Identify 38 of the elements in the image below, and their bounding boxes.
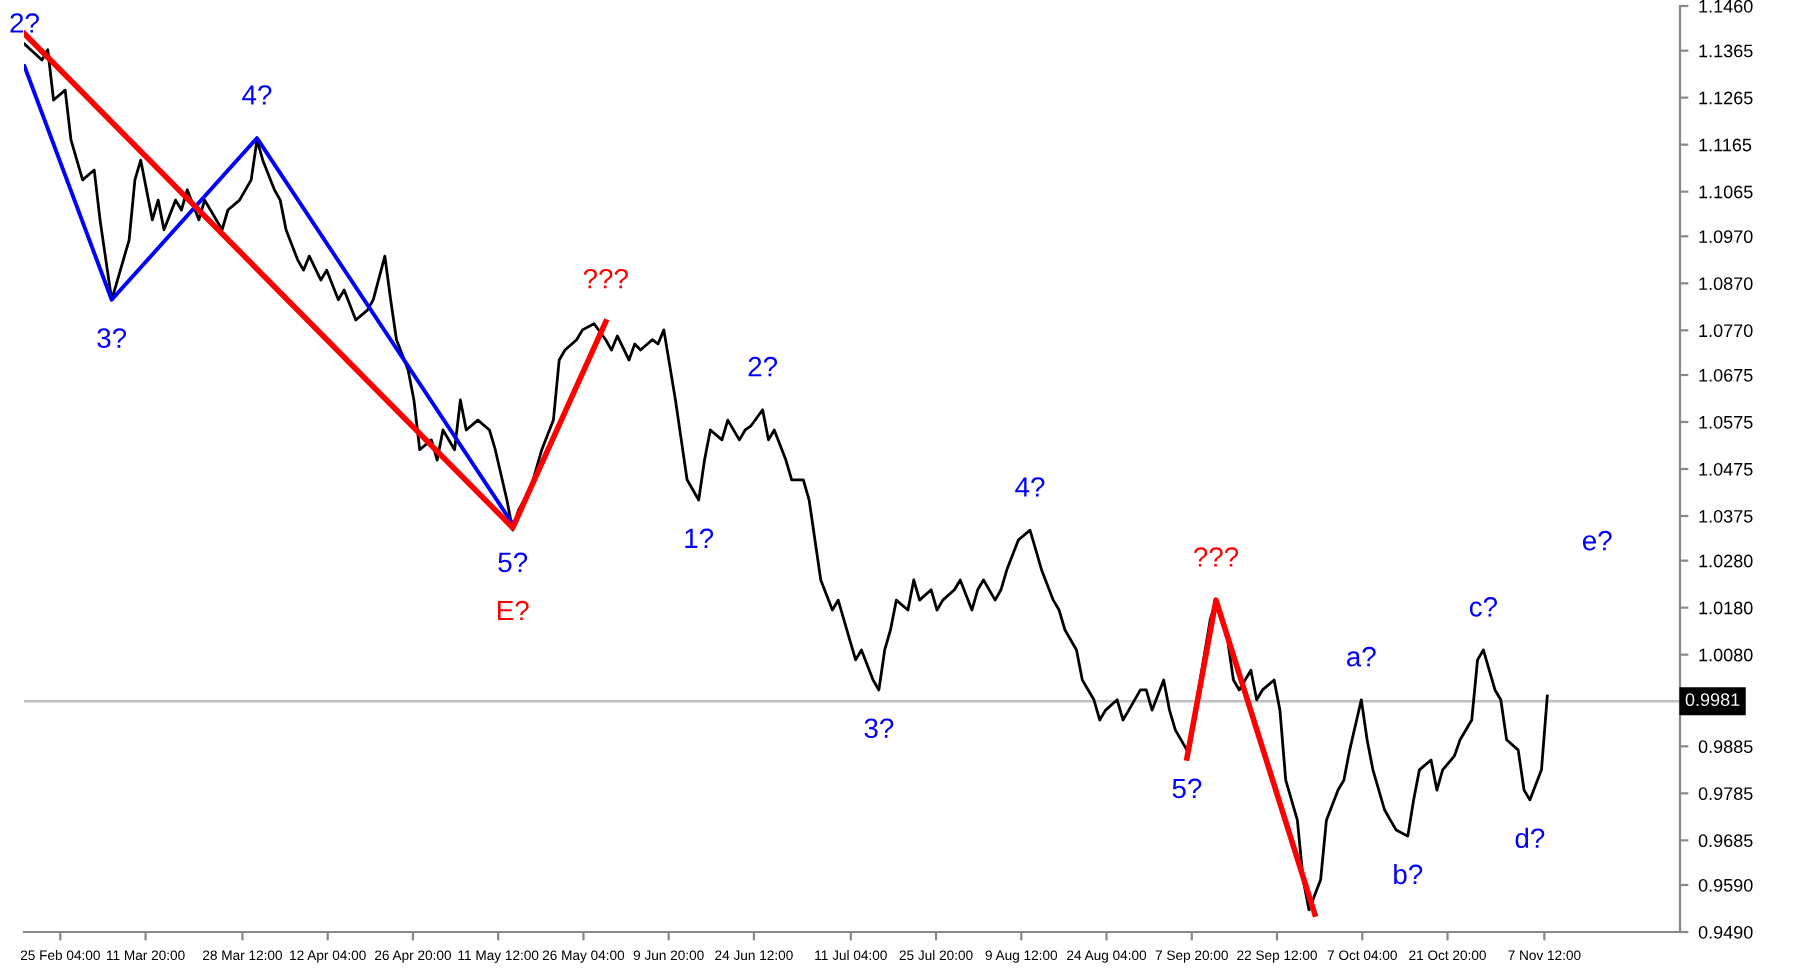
y-tick-label: 0.9590 <box>1698 878 1753 892</box>
annotation: 4? <box>1015 477 1045 497</box>
y-tick-label: 0.9885 <box>1698 740 1753 754</box>
annotation: ??? <box>1193 547 1239 567</box>
annotation: 3? <box>864 718 894 739</box>
ref-line-label: 0.9981 <box>1685 693 1740 707</box>
annotation: d? <box>1515 827 1545 849</box>
y-tick-label: 1.0080 <box>1699 648 1753 662</box>
y-tick-label: 0.9490 <box>1698 925 1753 939</box>
y-tick-label: 1.0770 <box>1699 324 1753 338</box>
y-tick-label: 1.1460 <box>1699 0 1753 13</box>
annotation: 2? <box>748 356 778 377</box>
annotation: 4? <box>242 85 272 105</box>
annotation: c? <box>1469 597 1497 617</box>
y-tick-label: 0.9785 <box>1698 787 1753 801</box>
annotation: 3? <box>97 328 127 348</box>
y-tick-label: 1.1165 <box>1699 138 1752 152</box>
y-tick-label: 1.0475 <box>1699 462 1753 476</box>
y-tick-label: 1.1065 <box>1699 185 1753 199</box>
annotation: e? <box>1582 530 1612 551</box>
annotation: 5? <box>1172 778 1202 799</box>
annotation: b? <box>1394 863 1423 885</box>
y-tick-label: 1.0675 <box>1699 368 1753 382</box>
y-tick-label: 1.0280 <box>1699 554 1753 568</box>
y-tick-label: 1.0575 <box>1699 415 1753 429</box>
annotation: 1? <box>685 528 714 548</box>
annotation: a? <box>1347 646 1376 667</box>
y-tick-label: 1.1265 <box>1699 91 1753 105</box>
y-tick-label: 1.0180 <box>1699 601 1753 615</box>
y-tick-label: 1.0375 <box>1699 509 1753 523</box>
annotation: ??? <box>583 268 628 289</box>
y-tick-label: 0.9685 <box>1698 834 1753 848</box>
y-tick-label: 1.1365 <box>1699 44 1753 58</box>
y-tick-label: 1.0970 <box>1699 230 1753 244</box>
annotation: E? <box>498 600 529 621</box>
annotation: 2? <box>10 13 39 33</box>
annotation: 5? <box>498 552 528 573</box>
y-tick-label: 1.0870 <box>1699 277 1753 291</box>
